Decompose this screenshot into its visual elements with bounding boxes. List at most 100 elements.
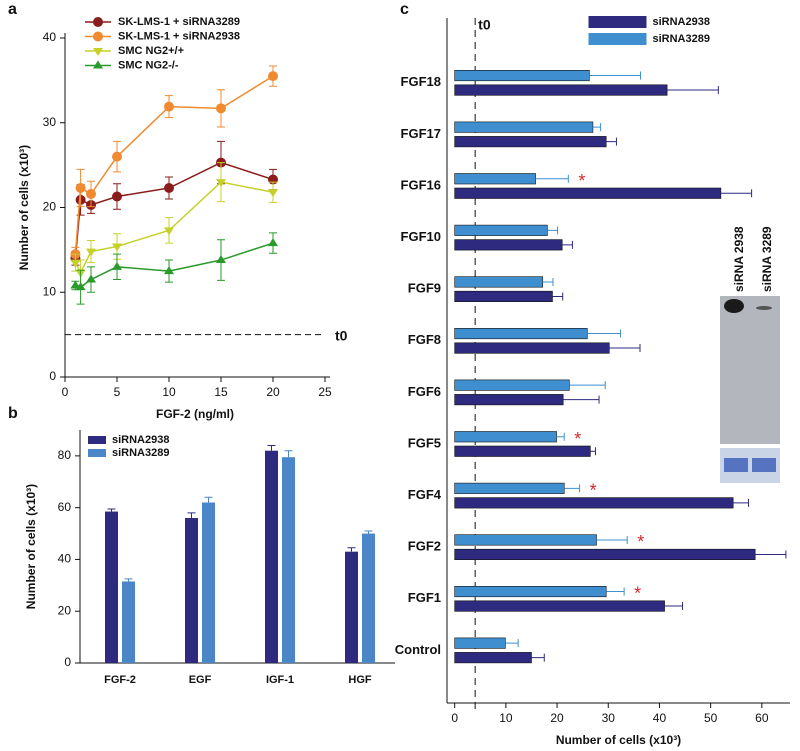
error-bar: [284, 450, 293, 458]
x-axis-label: Number of cells (x10³): [556, 733, 681, 747]
point: [164, 183, 174, 194]
bar: [454, 379, 570, 391]
error-bar: [547, 226, 559, 235]
y-tick-label: 10: [43, 284, 57, 298]
point: [268, 71, 278, 82]
bar: [454, 290, 553, 303]
bar: [454, 637, 506, 649]
x-tick-label: 25: [318, 385, 332, 399]
y-tick-label: 30: [43, 115, 57, 129]
point: [86, 274, 96, 283]
significance-mark: *: [637, 532, 644, 552]
point: [93, 48, 103, 56]
y-tick-label: FGF10: [401, 229, 441, 244]
loading-band: [724, 458, 748, 472]
error-bar: [267, 445, 276, 451]
error-bar: [535, 174, 569, 183]
series-line: [74, 75, 274, 255]
error-bar: [531, 653, 545, 662]
point: [93, 17, 103, 27]
bar: [454, 70, 590, 82]
error-bar: [720, 189, 753, 198]
point: [112, 191, 122, 202]
y-tick-label: 0: [49, 369, 56, 383]
error-bar: [564, 484, 581, 493]
x-tick-label: 10: [499, 711, 513, 725]
x-tick-label: 5: [114, 385, 121, 399]
y-tick-label: 40: [58, 552, 72, 566]
point: [75, 183, 86, 194]
y-tick-label: 40: [43, 30, 57, 44]
x-tick-label: 20: [266, 385, 280, 399]
y-tick-label: FGF4: [408, 487, 442, 502]
x-tick-label: 30: [602, 711, 616, 725]
legend-label: siRNA2938: [112, 434, 169, 446]
point: [86, 188, 96, 199]
error-bar: [755, 550, 787, 559]
legend-swatch: [88, 449, 106, 457]
error-bar: [589, 71, 642, 80]
error-bar: [733, 498, 750, 507]
y-tick-label: FGF9: [408, 281, 441, 296]
legend-label: SMC NG2-/-: [118, 59, 179, 71]
point: [216, 179, 226, 188]
y-tick-label: 20: [43, 200, 57, 214]
significance-mark: *: [578, 171, 585, 191]
series-line: [75, 242, 274, 288]
error-bar: [563, 395, 600, 404]
point: [112, 261, 122, 270]
bar: [454, 445, 591, 457]
error-bar: [542, 277, 554, 286]
x-tick-label: EGF: [189, 674, 212, 686]
error-bar: [609, 344, 641, 353]
reference-label: t0: [335, 327, 348, 343]
x-tick-label: FGF-2: [104, 674, 136, 686]
point: [70, 259, 81, 268]
x-tick-label: 60: [755, 711, 769, 725]
bar: [454, 187, 722, 199]
x-tick-label: 10: [162, 385, 176, 399]
x-tick-label: IGF-1: [266, 674, 294, 686]
legend-label: SMC NG2+/+: [118, 45, 184, 57]
error-bar: [606, 137, 617, 146]
y-tick-label: FGF6: [408, 384, 441, 399]
bar: [454, 394, 564, 406]
y-tick-label: 80: [58, 448, 72, 462]
legend-label: siRNA3289: [653, 33, 710, 45]
series-line: [74, 161, 274, 259]
error-bar: [664, 602, 683, 611]
bar: [362, 533, 375, 663]
bar: [265, 450, 278, 663]
bar: [282, 457, 295, 663]
x-tick-label: 20: [550, 711, 564, 725]
error-bar: [552, 292, 564, 301]
bar: [454, 276, 544, 288]
point: [86, 248, 96, 257]
y-tick-label: FGF5: [408, 435, 441, 450]
point: [268, 189, 278, 198]
point: [93, 60, 103, 69]
error-bar: [124, 578, 133, 582]
error-bar: [107, 508, 116, 512]
y-axis-label: Number of cells (x10³): [24, 484, 38, 609]
point: [164, 227, 174, 236]
panel-label: b: [8, 405, 18, 422]
point: [112, 151, 122, 162]
bar: [454, 652, 532, 664]
y-tick-label: 60: [58, 500, 72, 514]
error-bar: [347, 547, 356, 552]
y-tick-label: FGF1: [408, 590, 441, 605]
series-line: [74, 181, 274, 275]
bar: [454, 84, 668, 96]
bar: [454, 585, 607, 598]
y-tick-label: Control: [395, 642, 441, 657]
point: [164, 266, 174, 275]
bar: [454, 342, 610, 354]
bar: [454, 239, 563, 251]
error-bar: [606, 587, 625, 596]
bar: [105, 511, 118, 663]
point: [75, 282, 86, 291]
bar: [202, 502, 215, 663]
significance-mark: *: [634, 584, 641, 604]
